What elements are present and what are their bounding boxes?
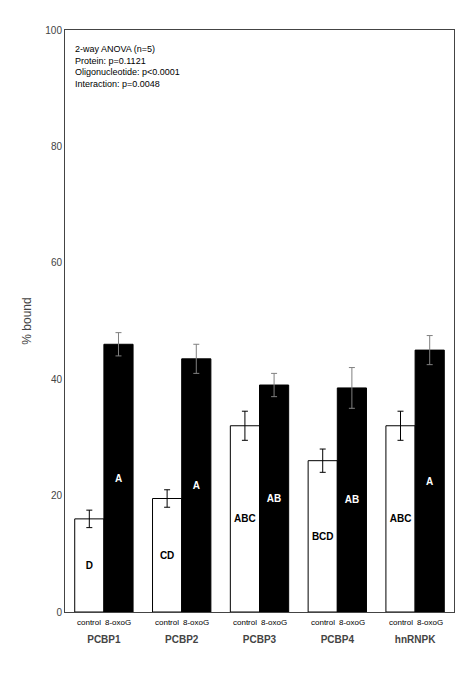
svg-text:PCBP4: PCBP4	[321, 634, 355, 645]
svg-text:100: 100	[45, 25, 62, 36]
svg-text:% bound: % bound	[20, 297, 34, 344]
svg-text:80: 80	[51, 141, 63, 152]
svg-text:control: control	[233, 618, 257, 627]
svg-text:ABC: ABC	[234, 513, 256, 524]
svg-text:8-oxoG: 8-oxoG	[417, 618, 443, 627]
svg-text:AB: AB	[267, 493, 281, 504]
svg-text:CD: CD	[160, 550, 174, 561]
svg-text:60: 60	[51, 257, 63, 268]
svg-text:control: control	[155, 618, 179, 627]
svg-text:PCBP3: PCBP3	[243, 634, 277, 645]
svg-text:8-oxoG: 8-oxoG	[261, 618, 287, 627]
svg-text:2-way ANOVA (n=5)Protein: p=0.: 2-way ANOVA (n=5)Protein: p=0.1121Oligon…	[75, 44, 180, 89]
svg-text:D: D	[86, 560, 93, 571]
svg-text:A: A	[426, 476, 433, 487]
svg-text:ABC: ABC	[390, 513, 412, 524]
svg-text:hnRNPK: hnRNPK	[395, 634, 436, 645]
svg-text:control: control	[311, 618, 335, 627]
svg-text:control: control	[77, 618, 101, 627]
svg-text:A: A	[115, 473, 122, 484]
svg-text:40: 40	[51, 374, 63, 385]
svg-text:A: A	[193, 480, 200, 491]
svg-text:8-oxoG: 8-oxoG	[183, 618, 209, 627]
svg-text:20: 20	[51, 490, 63, 501]
svg-text:PCBP2: PCBP2	[165, 634, 199, 645]
svg-text:BCD: BCD	[312, 531, 334, 542]
svg-text:8-oxoG: 8-oxoG	[105, 618, 131, 627]
svg-text:0: 0	[56, 607, 62, 618]
svg-text:PCBP1: PCBP1	[87, 634, 121, 645]
svg-text:control: control	[389, 618, 413, 627]
svg-text:AB: AB	[345, 494, 359, 505]
svg-text:8-oxoG: 8-oxoG	[339, 618, 365, 627]
